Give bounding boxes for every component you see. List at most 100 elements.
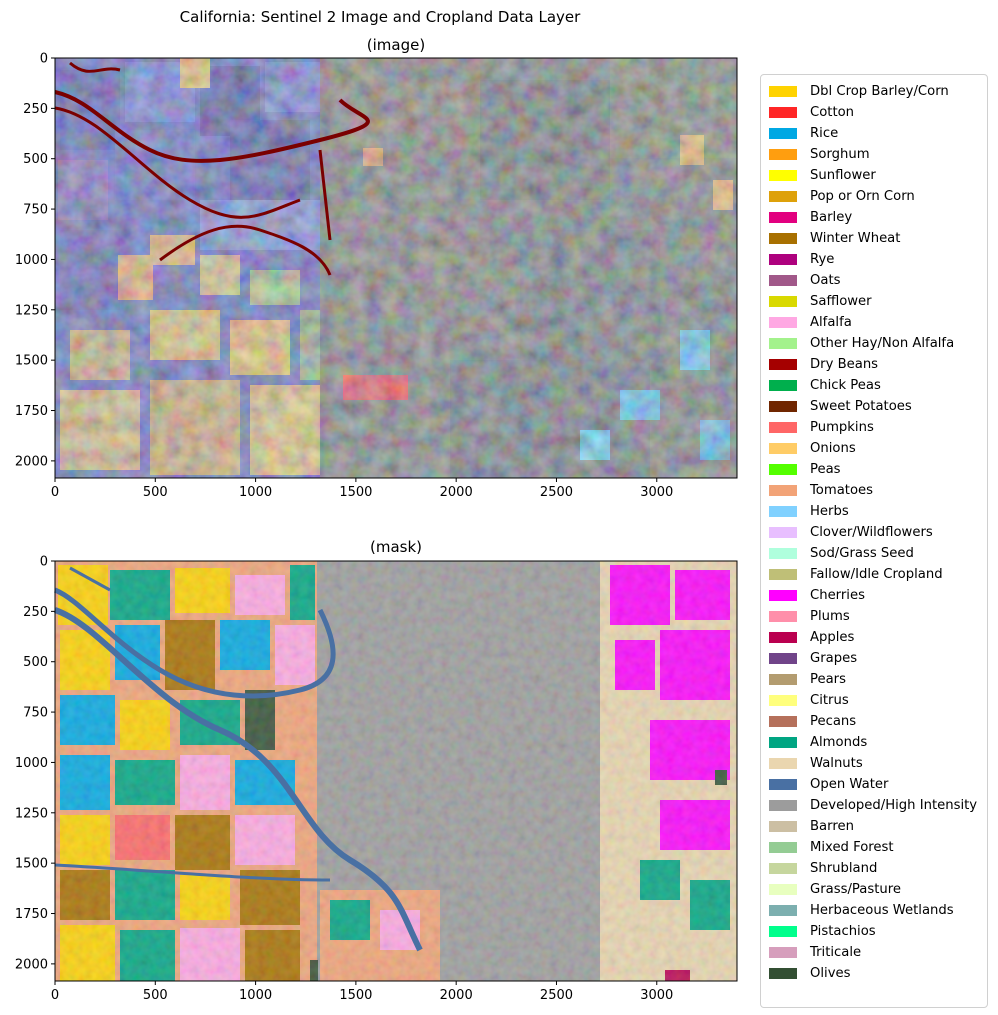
legend-label: Pistachios [810,924,876,939]
legend-swatch [769,653,797,664]
legend-item: Mixed Forest [769,837,894,858]
legend-label: Walnuts [810,756,863,771]
mask-axes-frame [54,560,738,982]
legend-label: Open Water [810,777,889,792]
y-tick-label: 1000 [15,756,48,771]
legend-item: Sod/Grass Seed [769,543,914,564]
legend-label: Rice [810,126,839,141]
legend-swatch [769,569,797,580]
x-tick-label: 1000 [239,988,272,1003]
x-tick-label: 3000 [640,485,673,500]
legend-label: Cherries [810,588,865,603]
y-tick-label: 500 [23,655,48,670]
legend-label: Dbl Crop Barley/Corn [810,84,949,99]
legend-label: Sunflower [810,168,876,183]
legend-label: Almonds [810,735,868,750]
x-tick-label: 1500 [339,988,372,1003]
legend-swatch [769,212,797,223]
legend-label: Cotton [810,105,855,120]
y-tick-label: 750 [23,706,48,721]
legend-swatch [769,632,797,643]
y-tick-label: 500 [23,152,48,167]
legend-item: Fallow/Idle Cropland [769,564,943,585]
y-tick-label: 2000 [15,957,48,972]
image-panel-axes: 0 500 1000 1500 2000 2500 3000 0 250 500 750 1000 12… [15,52,738,501]
legend-swatch [769,254,797,265]
legend-item: Shrubland [769,858,877,879]
legend-swatch [769,905,797,916]
legend-swatch [769,842,797,853]
legend-item: Grapes [769,648,857,669]
legend-item: Pears [769,669,846,690]
y-tick-label: 1500 [15,354,48,369]
legend-swatch [769,149,797,160]
legend-item: Dry Beans [769,354,878,375]
legend-swatch [769,128,797,139]
legend-item: Safflower [769,291,872,312]
legend-swatch [769,464,797,475]
legend-swatch [769,191,797,202]
legend-swatch [769,758,797,769]
legend-item: Triticale [769,942,861,963]
legend-swatch [769,821,797,832]
legend-item: Alfalfa [769,312,852,333]
legend-label: Clover/Wildflowers [810,525,933,540]
legend-item: Barley [769,207,852,228]
legend-swatch [769,170,797,181]
legend-swatch [769,359,797,370]
legend-item: Sweet Potatoes [769,396,912,417]
legend-swatch [769,779,797,790]
legend-label: Sod/Grass Seed [810,546,914,561]
legend-label: Safflower [810,294,872,309]
legend-item: Citrus [769,690,849,711]
mask-ticks: 0 500 1000 1500 2000 2500 3000 0 250 500 750 1000 12… [15,555,673,1004]
x-tick-label: 1000 [239,485,272,500]
x-tick-label: 2500 [540,485,573,500]
legend-item: Peas [769,459,841,480]
legend-swatch [769,590,797,601]
legend-label: Barren [810,819,854,834]
legend-label: Mixed Forest [810,840,894,855]
x-tick-label: 2500 [540,988,573,1003]
legend-swatch [769,233,797,244]
y-tick-label: 750 [23,203,48,218]
legend-item: Cotton [769,102,854,123]
legend-item: Open Water [769,774,888,795]
legend-swatch [769,800,797,811]
legend-label: Sorghum [810,147,870,162]
x-tick-label: 0 [51,988,59,1003]
legend-swatch [769,86,797,97]
legend-swatch [769,737,797,748]
legend-swatch [769,443,797,454]
x-tick-label: 3000 [640,988,673,1003]
legend-swatch [769,548,797,559]
legend-label: Alfalfa [810,315,852,330]
legend-item: Walnuts [769,753,863,774]
y-tick-label: 0 [40,52,48,67]
legend-item: Apples [769,627,854,648]
cropland-mask [53,561,737,981]
legend-item: Sorghum [769,144,870,165]
legend-swatch [769,506,797,517]
legend-item: Rice [769,123,838,144]
legend-label: Sweet Potatoes [810,399,912,414]
legend-swatch [769,863,797,874]
legend-swatch [769,422,797,433]
legend-label: Triticale [810,945,862,960]
legend-item: Rye [769,249,834,270]
legend-label: Citrus [810,693,849,708]
legend-item: Oats [769,270,841,291]
legend-swatch [769,695,797,706]
x-tick-label: 500 [143,988,168,1003]
legend-item: Pumpkins [769,417,874,438]
legend-swatch [769,884,797,895]
image-ticks: 0 500 1000 1500 2000 2500 3000 0 250 500 750 1000 12… [15,52,673,501]
legend-item: Developed/High Intensity [769,795,977,816]
legend-label: Grass/Pasture [810,882,901,897]
legend-swatch [769,716,797,727]
legend-label: Oats [810,273,841,288]
legend-item: Pecans [769,711,856,732]
legend-label: Rye [810,252,835,267]
y-tick-label: 1250 [15,303,48,318]
y-tick-label: 1750 [15,404,48,419]
